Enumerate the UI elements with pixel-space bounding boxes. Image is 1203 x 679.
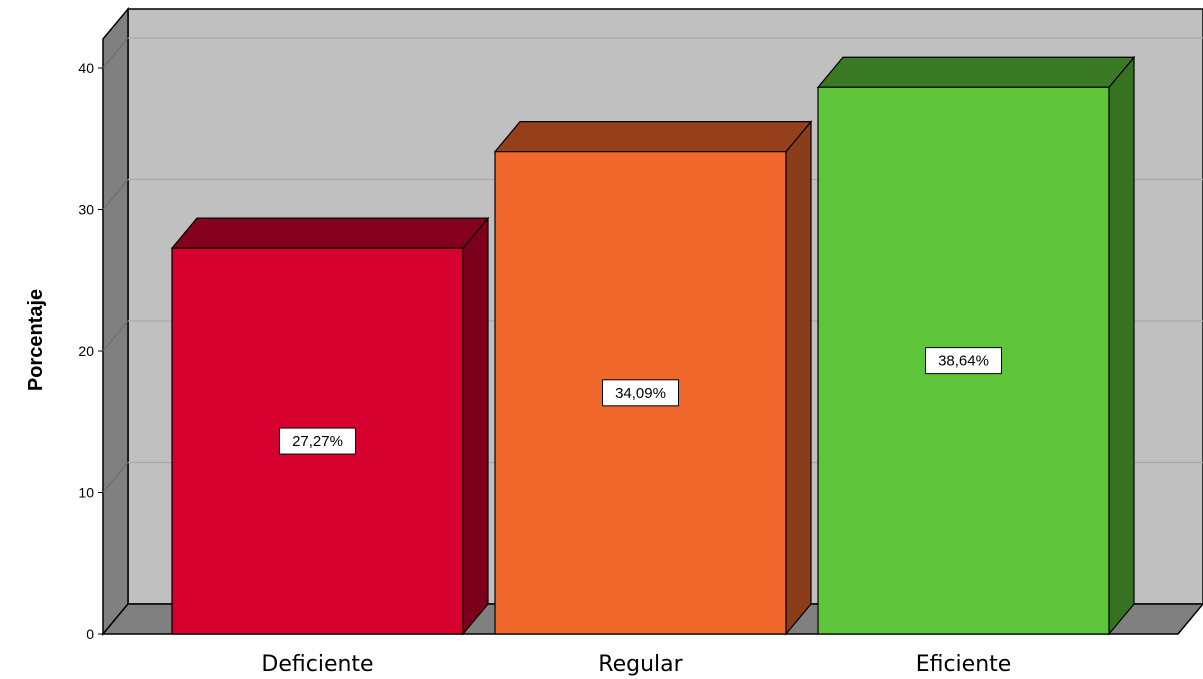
gridline-side — [102, 37, 129, 69]
y-tick-label: 10 — [78, 485, 94, 501]
data-label: 34,09% — [615, 385, 666, 402]
bar-eficiente: 38,64% — [816, 55, 1136, 636]
bar-side-face — [785, 119, 812, 636]
bar-top-face — [816, 56, 1136, 88]
side-wall — [102, 6, 129, 637]
data-label: 38,64% — [938, 353, 989, 370]
bars: 27,27% 34,09% 38,64% — [170, 55, 1136, 636]
data-label: 27,27% — [292, 433, 343, 450]
bar-regular: 34,09% — [493, 119, 813, 636]
y-axis-ticks: 0 10 20 30 40 — [78, 60, 103, 642]
data-label-box — [279, 427, 356, 455]
data-label-box — [602, 379, 679, 407]
bar-side-face — [462, 216, 489, 636]
x-category-label: Regular — [598, 652, 683, 677]
bar-top-face — [493, 121, 813, 153]
x-category-label: Deficiente — [261, 652, 373, 677]
data-label-box — [925, 347, 1002, 375]
y-tick-label: 30 — [78, 202, 94, 218]
bar-top-face — [170, 217, 490, 249]
bar-deficiente: 27,27% — [170, 216, 490, 636]
y-tick-label: 40 — [78, 60, 94, 76]
gridline-side — [102, 462, 129, 493]
y-axis-title: Porcentaje — [25, 289, 47, 391]
gridline-side — [102, 320, 129, 352]
x-category-label: Eficiente — [916, 652, 1012, 677]
y-tick-label: 20 — [78, 343, 94, 359]
y-tick-label: 0 — [86, 626, 94, 642]
bar-side-face — [1108, 55, 1135, 636]
x-axis-labels: Deficiente Regular Eficiente — [261, 652, 1011, 677]
gridline-side — [102, 179, 129, 210]
